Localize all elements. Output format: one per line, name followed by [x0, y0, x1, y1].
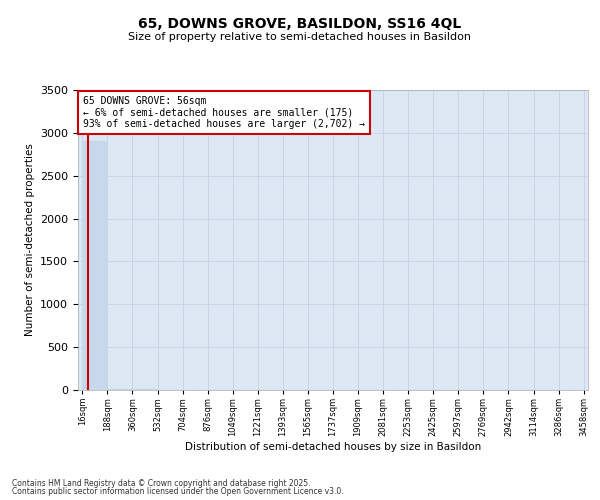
Text: Contains HM Land Registry data © Crown copyright and database right 2025.: Contains HM Land Registry data © Crown c…	[12, 478, 311, 488]
Bar	[82, 142, 107, 390]
Text: 65, DOWNS GROVE, BASILDON, SS16 4QL: 65, DOWNS GROVE, BASILDON, SS16 4QL	[139, 18, 461, 32]
Text: Size of property relative to semi-detached houses in Basildon: Size of property relative to semi-detach…	[128, 32, 472, 42]
Text: 65 DOWNS GROVE: 56sqm
← 6% of semi-detached houses are smaller (175)
93% of semi: 65 DOWNS GROVE: 56sqm ← 6% of semi-detac…	[83, 96, 365, 129]
Y-axis label: Number of semi-detached properties: Number of semi-detached properties	[25, 144, 35, 336]
X-axis label: Distribution of semi-detached houses by size in Basildon: Distribution of semi-detached houses by …	[185, 442, 481, 452]
Bar	[107, 388, 133, 390]
Text: Contains public sector information licensed under the Open Government Licence v3: Contains public sector information licen…	[12, 487, 344, 496]
